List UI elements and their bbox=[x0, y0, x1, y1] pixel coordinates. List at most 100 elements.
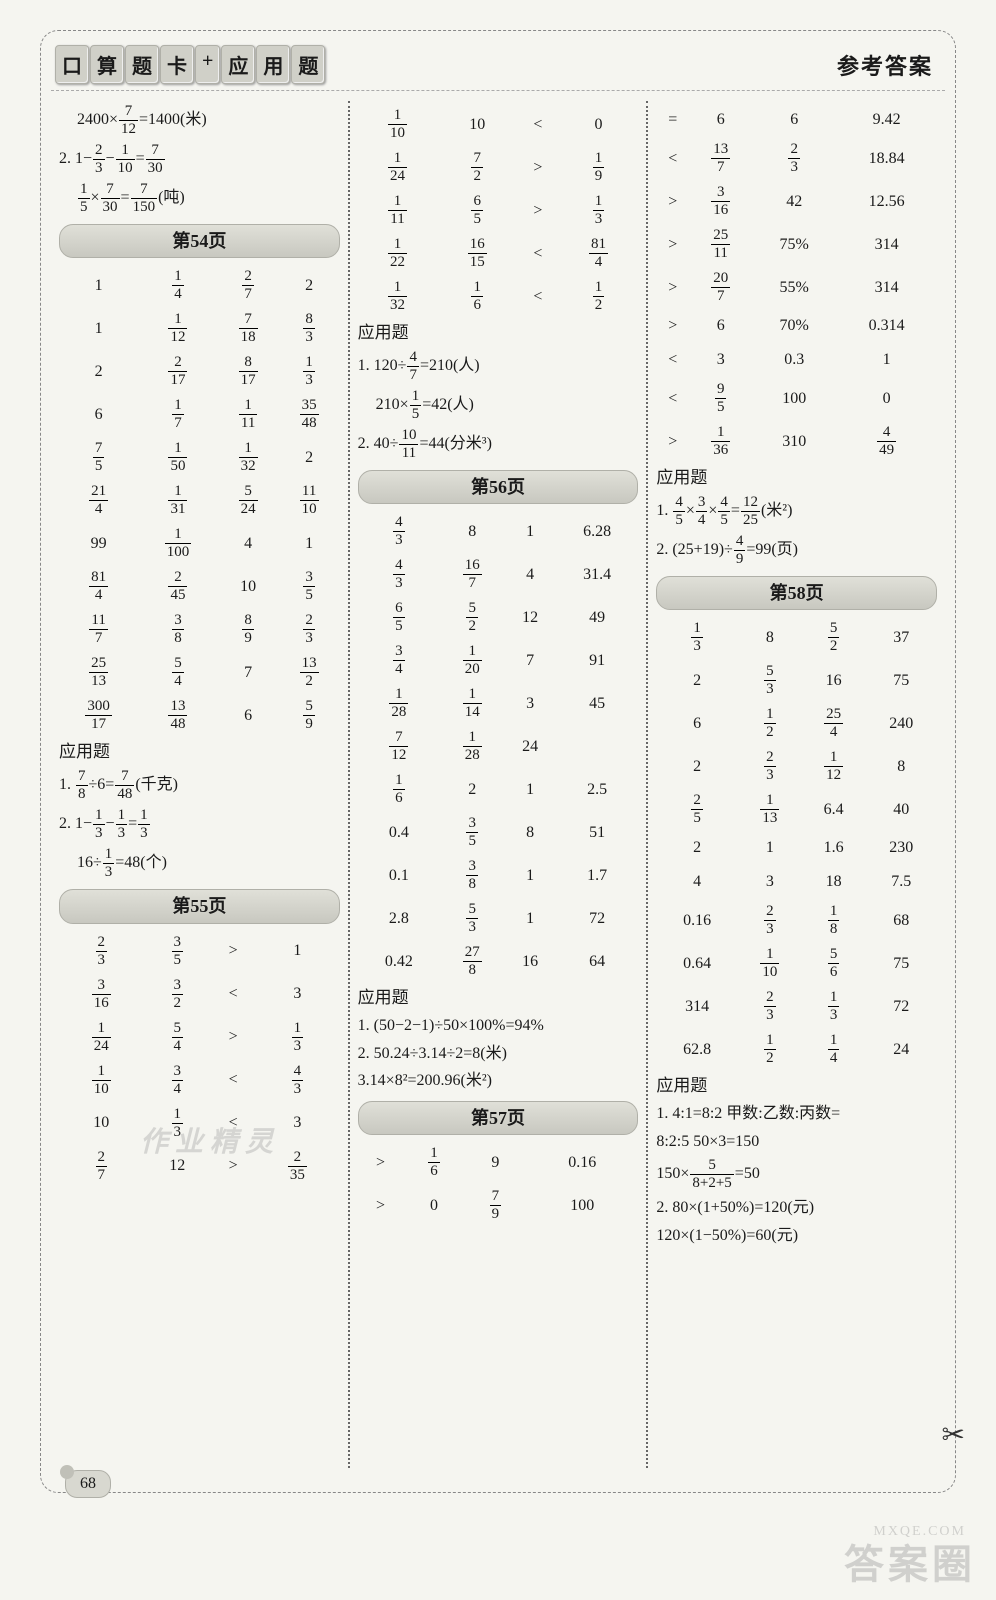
equation-line: 1. 78÷6=748(千克) bbox=[59, 766, 340, 805]
page-banner: 第57页 bbox=[358, 1101, 639, 1135]
table-row: 2531675 bbox=[656, 659, 937, 702]
table-row: 2335>1 bbox=[59, 930, 340, 973]
equation-line: 1. (50−2−1)÷50×100%=94% bbox=[358, 1012, 639, 1040]
table-cell: 214 bbox=[59, 479, 138, 522]
table-cell: 8 bbox=[738, 616, 802, 659]
table-cell: 3 bbox=[738, 865, 802, 899]
table-cell: 35 bbox=[144, 930, 212, 973]
table-cell: 112 bbox=[138, 307, 217, 350]
answer-label: 参考答案 bbox=[837, 49, 933, 81]
table-cell: 316 bbox=[59, 973, 144, 1016]
table-cell: 43 bbox=[255, 1059, 340, 1102]
table-cell: 217 bbox=[138, 350, 217, 393]
table-cell: 1 bbox=[504, 768, 555, 811]
table-cell: 1 bbox=[59, 264, 138, 307]
table-row: >670%0.314 bbox=[656, 309, 937, 343]
table-row: 314231372 bbox=[656, 985, 937, 1028]
table-cell: 18 bbox=[802, 865, 866, 899]
table-cell: 6 bbox=[752, 103, 836, 137]
table-cell: 32 bbox=[144, 973, 212, 1016]
table-cell: 0.314 bbox=[836, 309, 937, 343]
table-cell: 3 bbox=[689, 343, 752, 377]
table-row: 62.8121424 bbox=[656, 1028, 937, 1071]
table-row: 300171348659 bbox=[59, 694, 340, 737]
title-badge: 口算题卡+应用题 bbox=[55, 45, 326, 84]
column-2: 11010<012472>1911165>131221615<81413216<… bbox=[348, 101, 647, 1468]
table-cell: 18 bbox=[802, 899, 866, 942]
table-cell: 13 bbox=[144, 1102, 212, 1145]
table-row: >136310449 bbox=[656, 420, 937, 463]
table-cell: 132 bbox=[279, 651, 340, 694]
table-cell: 2 bbox=[440, 768, 504, 811]
table-cell: 12.56 bbox=[836, 180, 937, 223]
table-row: 6171113548 bbox=[59, 393, 340, 436]
table-cell: < bbox=[211, 1059, 255, 1102]
table-cell: 207 bbox=[689, 266, 752, 309]
table-cell: > bbox=[211, 1145, 255, 1188]
table-cell: 2 bbox=[59, 350, 138, 393]
table-cell: 95 bbox=[689, 377, 752, 420]
page-banner: 第58页 bbox=[656, 576, 937, 610]
table-cell: 314 bbox=[836, 266, 937, 309]
table-cell: 54 bbox=[138, 651, 217, 694]
table-row: >20755%314 bbox=[656, 266, 937, 309]
equation-line: 1. 120÷47=210(人) bbox=[358, 347, 639, 386]
table-cell: 83 bbox=[279, 307, 340, 350]
table-row: 13216<12 bbox=[358, 275, 639, 318]
table-cell: 4 bbox=[218, 522, 279, 565]
table-cell: < bbox=[656, 137, 689, 180]
table-cell: 12 bbox=[559, 275, 639, 318]
table-cell: 310 bbox=[752, 420, 836, 463]
table-cell: 89 bbox=[218, 608, 279, 651]
table-row: 43187.5 bbox=[656, 865, 937, 899]
table-cell: 0 bbox=[836, 377, 937, 420]
table-cell: < bbox=[656, 377, 689, 420]
table-row: 114272 bbox=[59, 264, 340, 307]
table-cell: 0.1 bbox=[358, 854, 440, 897]
table-row: 99110041 bbox=[59, 522, 340, 565]
table-cell: < bbox=[517, 103, 559, 146]
table-cell: 316 bbox=[689, 180, 752, 223]
table-cell: 235 bbox=[255, 1145, 340, 1188]
title-char: 卡 bbox=[160, 45, 194, 84]
table-cell: 0 bbox=[559, 103, 639, 146]
table-cell: 0.4 bbox=[358, 811, 440, 854]
table-cell: 12 bbox=[738, 702, 802, 745]
table-cell: 43 bbox=[358, 553, 440, 596]
equation-line: 15×730=7150(吨) bbox=[59, 179, 340, 218]
table-row: 2.853172 bbox=[358, 897, 639, 940]
table-cell: < bbox=[517, 275, 559, 318]
value-table: >1690.16>079100 bbox=[358, 1141, 639, 1227]
equation-line: 2. 40÷1011=44(分米³) bbox=[358, 425, 639, 464]
section-label: 应用题 bbox=[59, 741, 340, 764]
table-row: 11010<0 bbox=[358, 103, 639, 146]
page-banner: 第55页 bbox=[59, 889, 340, 923]
table-cell: 167 bbox=[440, 553, 504, 596]
table-row: 65521249 bbox=[358, 596, 639, 639]
table-row: 251136.440 bbox=[656, 788, 937, 831]
table-cell: 113 bbox=[738, 788, 802, 831]
table-cell: 9.42 bbox=[836, 103, 937, 137]
table-cell: 23 bbox=[738, 745, 802, 788]
table-cell: 62.8 bbox=[656, 1028, 738, 1071]
table-cell: 55% bbox=[752, 266, 836, 309]
table-cell: 68 bbox=[866, 899, 937, 942]
table-cell: 2.5 bbox=[556, 768, 638, 811]
table-row: >079100 bbox=[358, 1184, 639, 1227]
title-char: 题 bbox=[291, 45, 325, 84]
table-cell: 100 bbox=[752, 377, 836, 420]
table-cell: 3548 bbox=[279, 393, 340, 436]
table-cell: 1 bbox=[279, 522, 340, 565]
table-cell: 4 bbox=[656, 865, 738, 899]
table-cell: 6.4 bbox=[802, 788, 866, 831]
table-cell: 12 bbox=[504, 596, 555, 639]
table-cell: 2 bbox=[279, 436, 340, 479]
table-cell: 45 bbox=[556, 682, 638, 725]
table-cell: > bbox=[656, 266, 689, 309]
page-number: 68 bbox=[65, 1470, 111, 1498]
table-cell: 13 bbox=[559, 189, 639, 232]
table-cell: > bbox=[358, 1184, 404, 1227]
table-cell: 111 bbox=[358, 189, 438, 232]
table-cell: 100 bbox=[526, 1184, 638, 1227]
table-row: 111271883 bbox=[59, 307, 340, 350]
